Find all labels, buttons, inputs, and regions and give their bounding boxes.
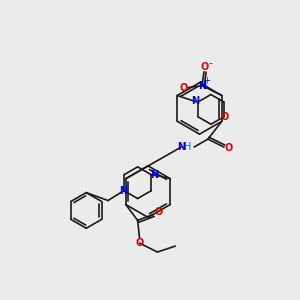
Text: O: O	[179, 82, 187, 93]
Text: H: H	[184, 142, 192, 152]
Text: O: O	[136, 238, 144, 248]
Text: O: O	[225, 143, 233, 153]
Text: -: -	[209, 58, 213, 68]
Text: +: +	[203, 76, 210, 85]
Text: N: N	[150, 170, 158, 180]
Text: O: O	[201, 62, 209, 72]
Text: N: N	[119, 186, 127, 196]
Text: N: N	[177, 142, 185, 152]
Text: N: N	[191, 97, 199, 106]
Text: O: O	[154, 207, 163, 218]
Text: O: O	[220, 112, 229, 122]
Text: N: N	[198, 81, 206, 91]
